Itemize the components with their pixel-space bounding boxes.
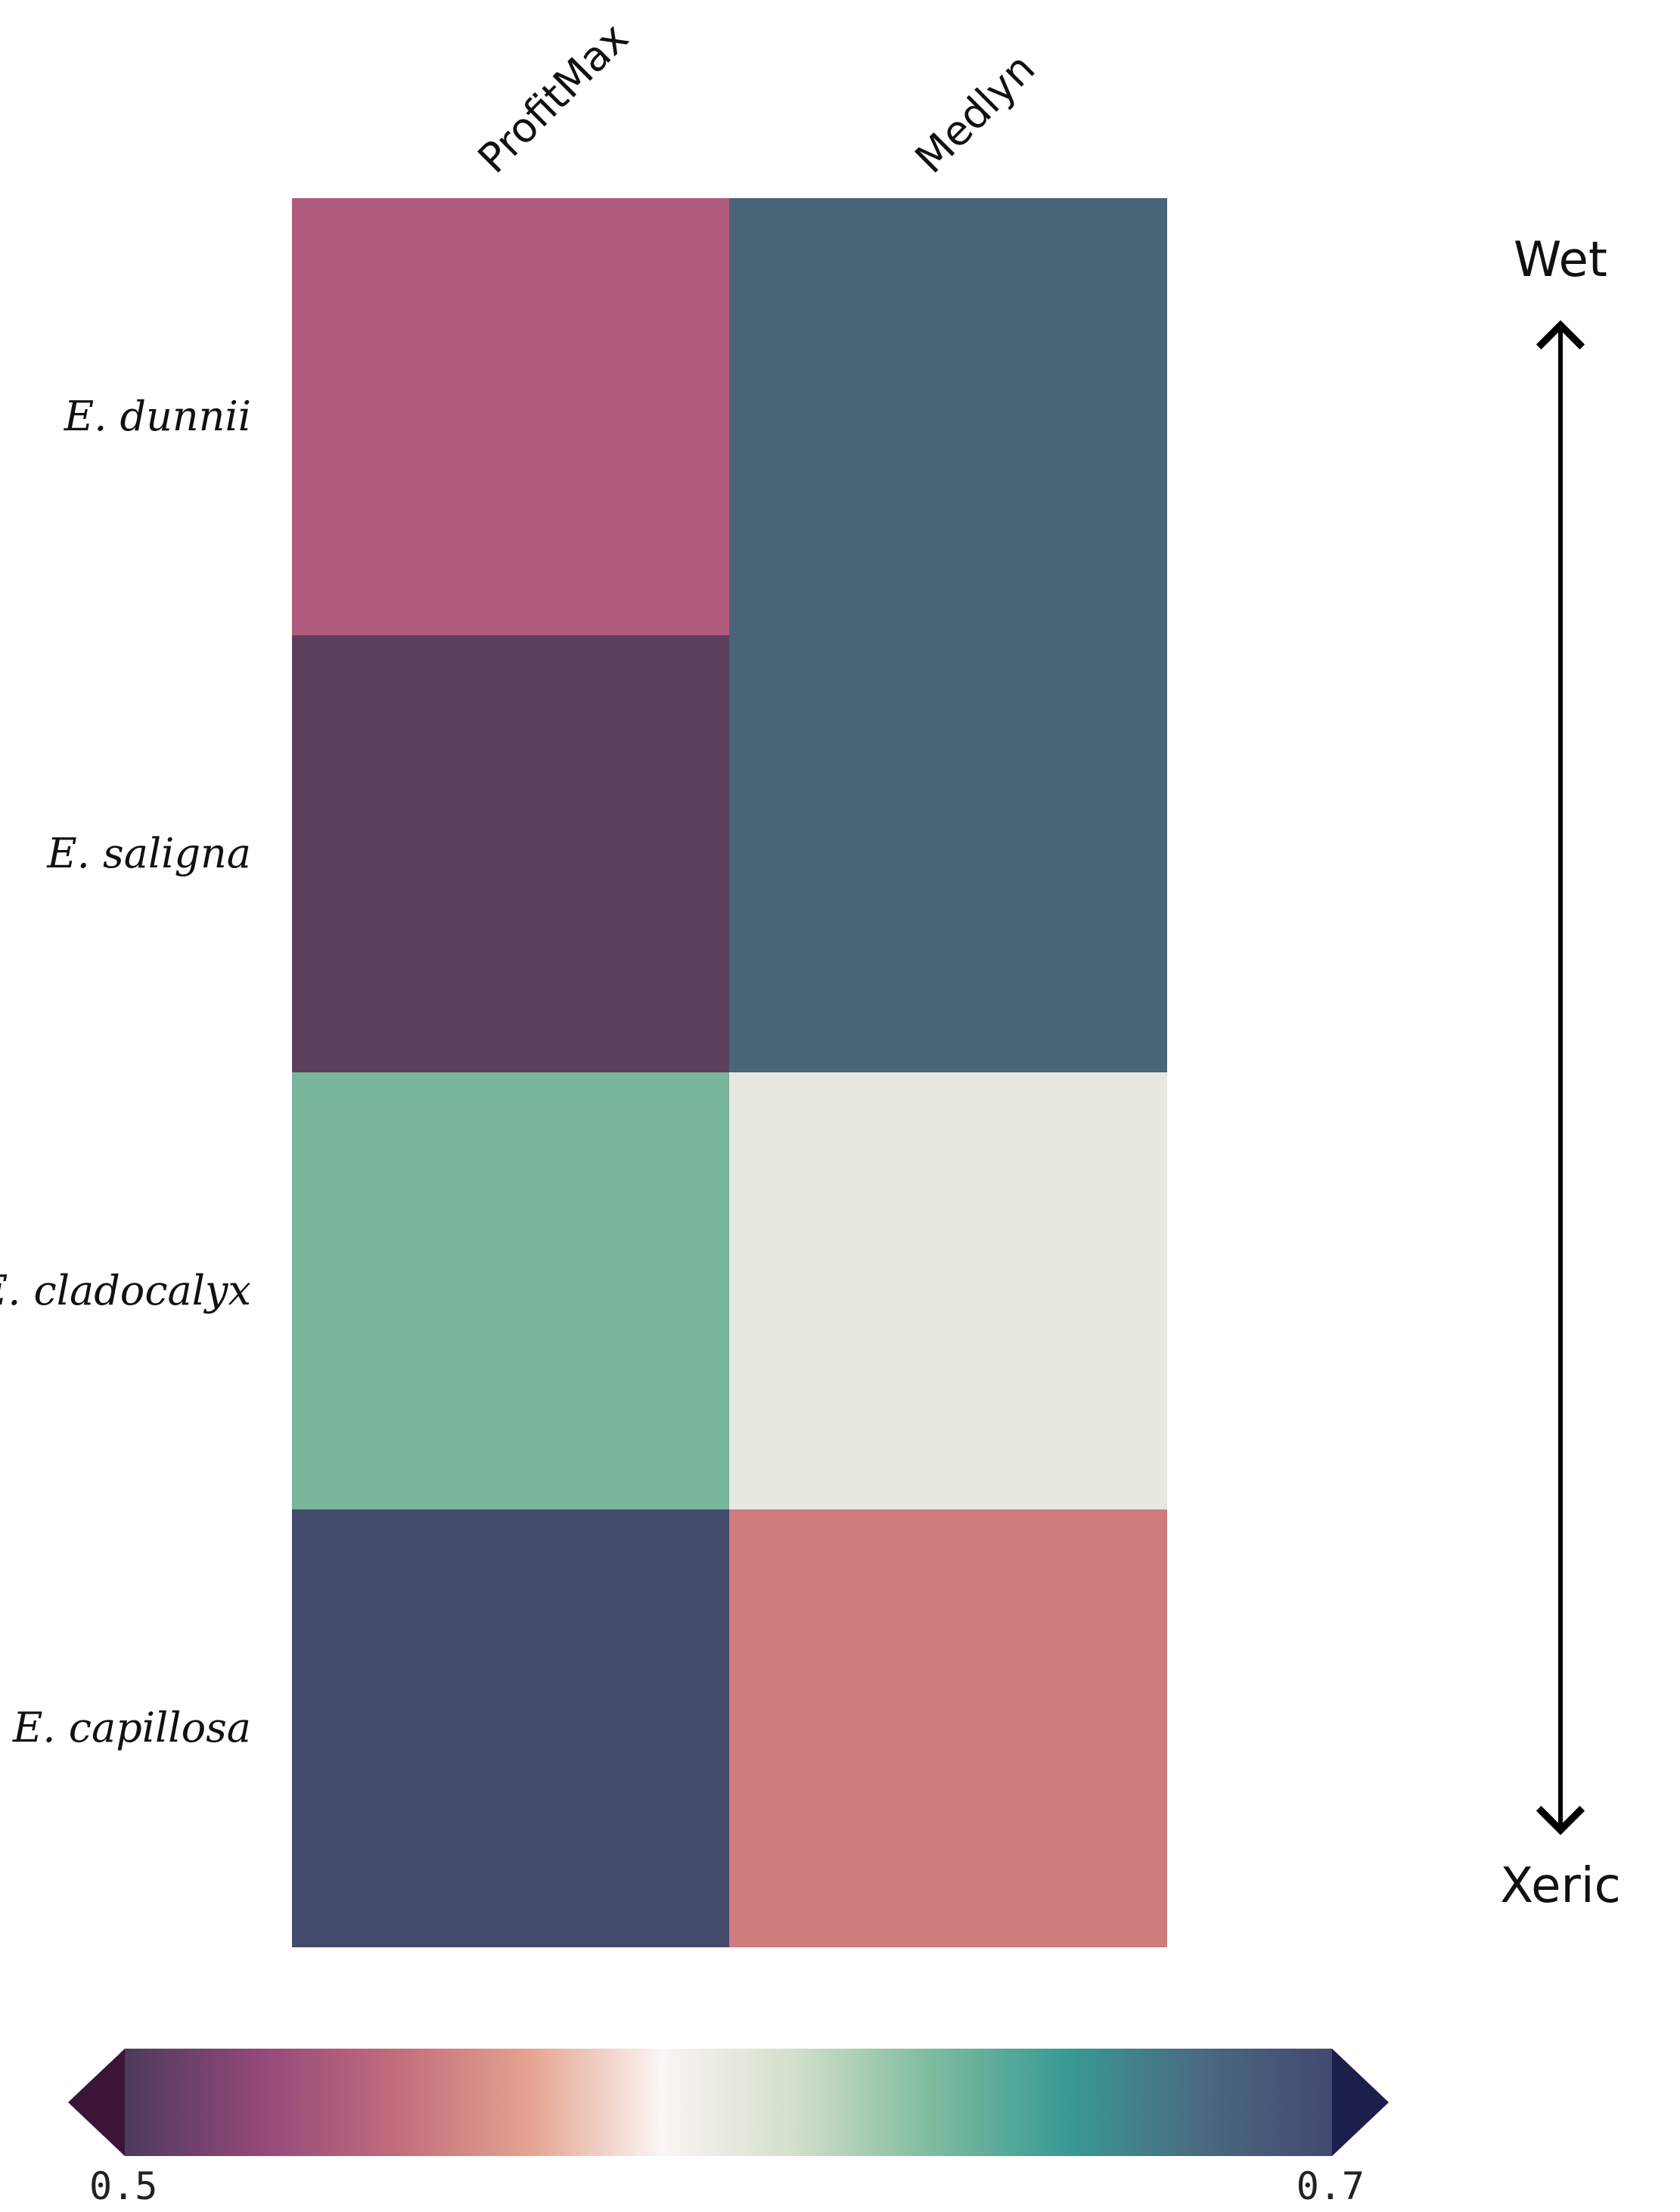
colorbar-min-label: 0.5 xyxy=(89,2164,157,2208)
colorbar-max-label: 0.7 xyxy=(1296,2164,1365,2208)
wet-xeric-axis: Wet Xeric xyxy=(1500,232,1621,1914)
heatmap-cell xyxy=(292,198,730,636)
row-labels: E. dunnii E. saligna E. cladocalyx E. capil… xyxy=(0,392,251,1751)
heatmap-cell xyxy=(292,1509,730,1947)
heatmap-cells xyxy=(292,198,1167,1947)
heatmap-cell xyxy=(729,635,1167,1073)
colorbar: 0.5 0.7 xyxy=(68,2049,1389,2208)
axis-bottom-label: Xeric xyxy=(1500,1858,1621,1914)
heatmap-cell xyxy=(729,198,1167,636)
column-label: ProfitMax xyxy=(469,14,638,182)
row-label: E. capillosa xyxy=(12,1704,251,1751)
column-labels: ProfitMax Medlyn xyxy=(469,14,1045,182)
colorbar-low-extension xyxy=(68,2049,125,2156)
heatmap-cell xyxy=(729,1509,1167,1947)
heatmap-cell xyxy=(729,1072,1167,1510)
row-label: E. saligna xyxy=(46,830,251,877)
axis-top-label: Wet xyxy=(1514,232,1607,288)
heatmap-cell xyxy=(292,635,730,1073)
colorbar-high-extension xyxy=(1332,2049,1389,2156)
row-label: E. cladocalyx xyxy=(0,1267,251,1314)
heatmap-cell xyxy=(292,1072,730,1510)
colorbar-gradient xyxy=(125,2049,1332,2156)
row-label: E. dunnii xyxy=(64,392,251,440)
column-label: Medlyn xyxy=(906,45,1045,183)
